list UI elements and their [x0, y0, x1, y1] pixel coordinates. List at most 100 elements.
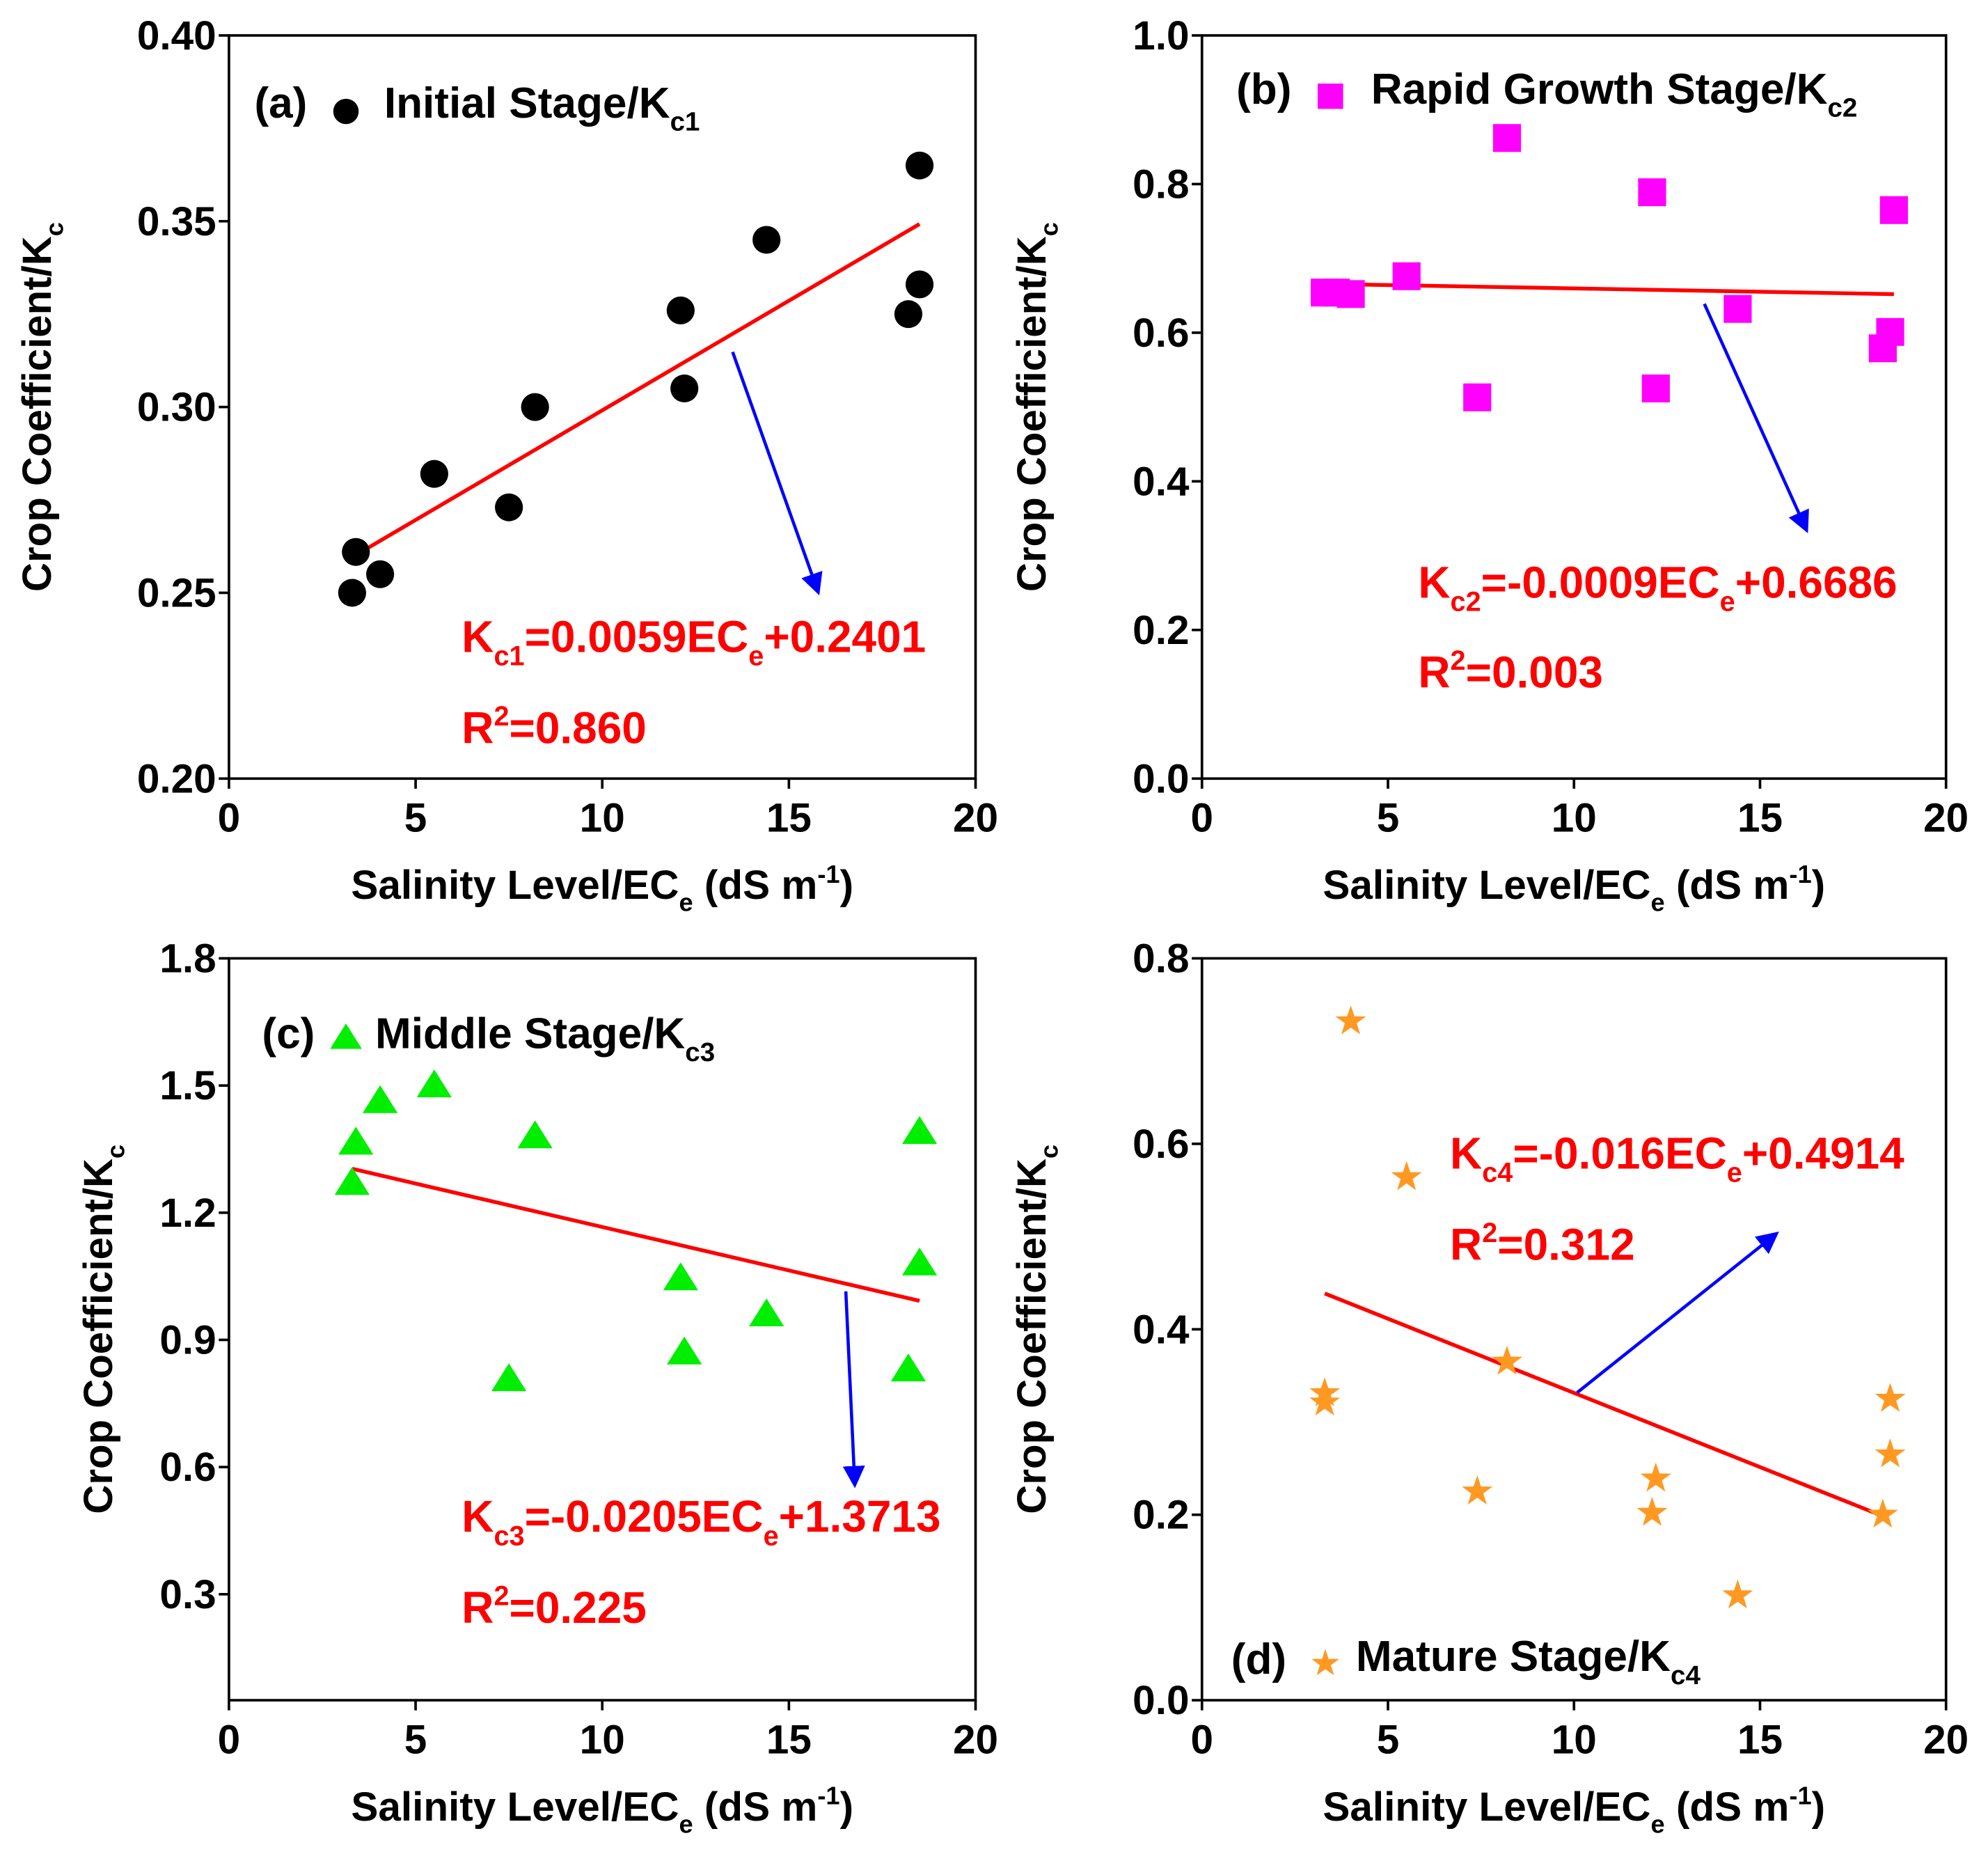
data-point: [1879, 196, 1908, 224]
regression-equation-part: +0.6686: [1735, 557, 1898, 607]
x-tick-label: 20: [1923, 1718, 1969, 1763]
x-axis-label: Salinity Level/ECe (dS m-1): [351, 860, 853, 917]
annotation-arrow: [731, 351, 823, 596]
legend-label-part: Mature Stage/K: [1356, 1633, 1671, 1681]
regression-equation-part: e: [1727, 1158, 1742, 1188]
r-squared-label-part: =0.003: [1466, 647, 1603, 698]
y-axis-label-part: Crop Coefficient/K: [1009, 1159, 1055, 1514]
y-axis-label: Crop Coefficient/Kc: [76, 1145, 130, 1514]
data-point: [1875, 1383, 1906, 1412]
x-tick-label: 0: [1190, 1718, 1213, 1763]
annotation-arrow: [842, 1291, 865, 1489]
x-axis-label-part: e: [679, 1809, 693, 1838]
y-axis-label-part: c: [1034, 222, 1063, 236]
x-axis-label-part: Salinity Level/EC: [1323, 1784, 1650, 1830]
data-point: [749, 1298, 784, 1326]
data-point: [1309, 1377, 1341, 1406]
r-squared-label-part: 2: [494, 1581, 509, 1612]
x-tick-label: 20: [953, 796, 998, 841]
legend-label: Initial Stage/Kc1: [384, 79, 700, 136]
x-axis-label-part: e: [1651, 1809, 1665, 1838]
x-axis-label-part: e: [679, 888, 693, 917]
r-squared-label-part: =0.225: [510, 1583, 647, 1633]
y-tick-label: 0.6: [1133, 311, 1189, 356]
data-point: [362, 1085, 398, 1113]
data-point: [420, 460, 448, 488]
legend-marker: [1311, 1649, 1339, 1676]
data-point: [905, 270, 934, 299]
panel-label: (d): [1231, 1635, 1286, 1683]
regression-equation: Kc3=-0.0205ECe+1.3713: [462, 1491, 940, 1551]
y-axis-label: Crop Coefficient/Kc: [1009, 222, 1064, 592]
legend-marker: [333, 98, 359, 125]
regression-equation: Kc2=-0.0009ECe+0.6686: [1418, 557, 1897, 617]
regression-equation-part: K: [1418, 557, 1450, 607]
regression-equation-part: +0.4914: [1742, 1128, 1904, 1178]
r-squared-label-part: 2: [1482, 1218, 1497, 1248]
x-axis-label-part: Salinity Level/EC: [1323, 863, 1650, 908]
y-tick-label: 0.4: [1133, 459, 1190, 504]
r-squared-label-part: R: [462, 703, 494, 753]
x-axis-label-part: ): [1812, 863, 1825, 908]
legend-label-part: c4: [1671, 1660, 1701, 1690]
regression-equation-part: =0.0059EC: [525, 612, 749, 662]
regression-equation-part: =-0.016EC: [1513, 1128, 1726, 1178]
x-tick-label: 10: [580, 796, 625, 841]
x-axis-label-part: (dS m: [1665, 863, 1790, 908]
panel-label: (a): [254, 79, 307, 127]
x-axis-label-part: -1: [1789, 1782, 1811, 1810]
data-point: [901, 1247, 938, 1275]
y-tick-label: 1.0: [1133, 13, 1189, 58]
x-tick-label: 10: [1552, 796, 1597, 841]
legend-label-part: Rapid Growth Stage/K: [1371, 65, 1828, 113]
legend-label: Middle Stage/Kc3: [375, 1010, 715, 1067]
regression-equation-part: e: [748, 641, 764, 672]
regression-equation-part: c1: [494, 641, 524, 672]
y-tick-label: 0.25: [137, 571, 216, 616]
r-squared-label-part: 2: [1451, 645, 1466, 676]
legend-label-part: c2: [1828, 93, 1858, 123]
data-point: [342, 537, 370, 566]
data-point: [752, 226, 781, 254]
x-tick-label: 5: [404, 1718, 427, 1763]
y-tick-label: 0.8: [1133, 936, 1189, 982]
regression-line: [1324, 1291, 1884, 1518]
legend-label-part: c1: [670, 107, 700, 137]
y-axis-label-group: Crop Coefficient/Kc: [76, 1145, 130, 1514]
r-squared-label-part: =0.860: [510, 703, 647, 753]
legend-marker: [1318, 84, 1343, 109]
panel-d: 0 5 10 15 20 0.0 0.2 0.4 0.6 0.8 Salinity Level/EC…: [1009, 936, 1969, 1839]
data-point: [521, 393, 549, 421]
annotation-arrow: [1576, 1231, 1779, 1394]
r-squared-label-part: R: [1450, 1219, 1482, 1269]
y-axis-label-part: c: [101, 1145, 129, 1159]
y-tick-label: 0.0: [1133, 756, 1189, 801]
y-axis-label-group: Crop Coefficient/Kc: [1009, 222, 1064, 592]
x-axis-label-part: -1: [817, 1782, 839, 1810]
data-point: [1875, 1438, 1906, 1468]
regression-equation-part: +0.2401: [764, 612, 926, 662]
annotation-arrow: [1703, 303, 1809, 533]
data-point: [338, 1126, 374, 1155]
x-tick-label: 15: [1737, 796, 1783, 841]
x-axis-label: Salinity Level/ECe (dS m-1): [1323, 1782, 1825, 1839]
y-tick-label: 0.30: [137, 385, 216, 430]
data-point: [1492, 1345, 1523, 1375]
panel-c: 0 5 10 15 20 0.3 0.6 0.9 1.2 1.5 1.8 Salinity Level…: [76, 936, 998, 1839]
regression-equation-part: K: [462, 1491, 494, 1541]
y-tick-label: 0.3: [159, 1572, 216, 1617]
data-point: [1722, 1579, 1753, 1609]
data-point: [334, 1167, 370, 1195]
x-tick-label: 5: [1377, 796, 1400, 841]
data-point: [890, 1353, 926, 1382]
regression-equation-part: +1.3713: [779, 1491, 941, 1541]
x-axis-label-part: -1: [817, 860, 839, 888]
regression-equation-part: =-0.0205EC: [525, 1491, 764, 1541]
regression-equation-part: e: [764, 1521, 779, 1551]
panel-a: 0 5 10 15 20 0.20 0.25 0.30 0.35 0.40 Salinity Lev…: [15, 13, 998, 916]
y-tick-label: 0.4: [1133, 1307, 1190, 1352]
data-point: [1336, 280, 1365, 308]
legend-label-part: Initial Stage/K: [384, 79, 670, 127]
y-axis-label-part: Crop Coefficient/K: [1009, 236, 1055, 592]
x-tick-label: 20: [953, 1718, 998, 1763]
